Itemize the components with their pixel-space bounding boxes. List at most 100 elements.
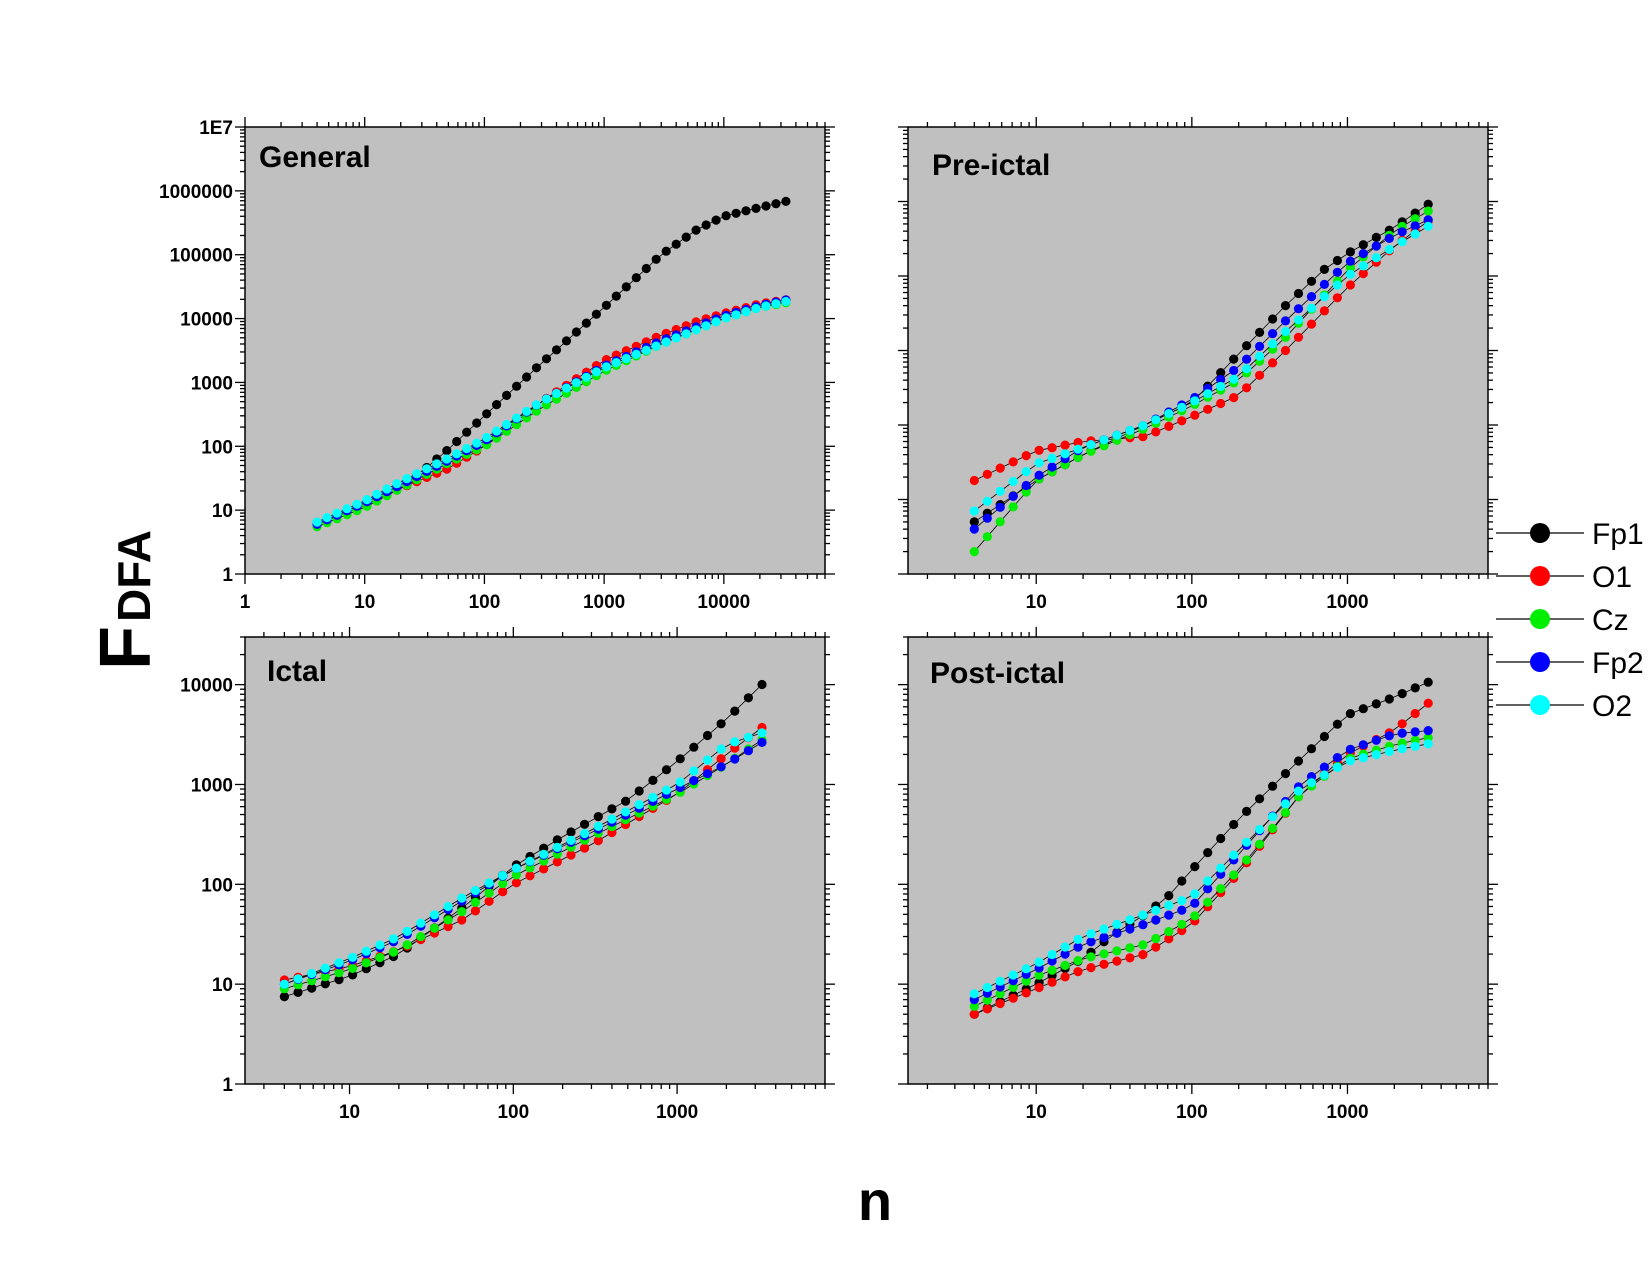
data-point bbox=[1190, 396, 1200, 406]
data-point bbox=[1280, 301, 1291, 311]
panel-title: General bbox=[259, 141, 371, 174]
data-point bbox=[982, 1004, 992, 1014]
data-point bbox=[1345, 756, 1355, 766]
data-point bbox=[701, 220, 711, 230]
data-point bbox=[969, 1001, 979, 1011]
series-o2 bbox=[312, 296, 791, 527]
data-point bbox=[1410, 727, 1420, 737]
y-tick-label: 100 bbox=[201, 437, 233, 458]
data-point bbox=[1293, 304, 1304, 314]
data-point bbox=[1047, 443, 1057, 453]
data-point bbox=[1047, 977, 1057, 987]
data-point bbox=[757, 679, 767, 690]
data-point bbox=[671, 333, 681, 343]
data-point bbox=[1319, 279, 1329, 289]
data-point bbox=[492, 400, 502, 410]
data-point bbox=[702, 755, 713, 765]
data-point bbox=[1125, 924, 1135, 934]
data-point bbox=[484, 888, 494, 898]
data-point bbox=[502, 390, 512, 400]
data-point bbox=[731, 208, 741, 218]
data-point bbox=[1423, 206, 1433, 216]
data-point bbox=[1203, 897, 1213, 907]
data-point bbox=[1099, 924, 1109, 934]
data-point bbox=[1410, 708, 1420, 719]
data-point bbox=[541, 394, 552, 404]
data-point bbox=[648, 775, 658, 786]
data-point bbox=[982, 513, 992, 523]
data-point bbox=[1332, 267, 1342, 277]
y-tick-label: 1E7 bbox=[199, 118, 233, 139]
x-tick-label: 10 bbox=[354, 592, 375, 613]
data-point bbox=[1164, 934, 1174, 944]
plot-area bbox=[907, 126, 1489, 575]
data-point bbox=[1229, 819, 1239, 830]
data-point bbox=[1358, 261, 1368, 271]
y-tick-label: 100000 bbox=[170, 246, 233, 267]
data-point bbox=[751, 303, 761, 314]
data-point bbox=[388, 947, 399, 957]
data-point bbox=[1034, 445, 1044, 455]
data-point bbox=[470, 885, 480, 896]
data-point bbox=[1073, 967, 1083, 977]
data-point bbox=[1371, 699, 1381, 709]
legend-label: Fp2 bbox=[1592, 647, 1644, 680]
y-tick-label: 100 bbox=[201, 875, 233, 896]
data-point bbox=[1229, 850, 1239, 860]
data-point bbox=[1073, 942, 1083, 952]
data-point bbox=[470, 897, 480, 908]
series-o2 bbox=[969, 739, 1433, 999]
data-point bbox=[372, 489, 382, 499]
data-point bbox=[1332, 762, 1342, 773]
data-point bbox=[1345, 247, 1355, 257]
data-point bbox=[601, 362, 612, 372]
data-point bbox=[781, 196, 791, 206]
data-point bbox=[452, 449, 462, 459]
data-point bbox=[675, 777, 685, 787]
data-point bbox=[1229, 870, 1239, 880]
legend-item-cz: Cz bbox=[1496, 604, 1629, 637]
data-point bbox=[743, 746, 754, 756]
data-point bbox=[611, 358, 621, 368]
data-point bbox=[591, 309, 602, 319]
series-o2 bbox=[969, 221, 1433, 516]
data-point bbox=[511, 863, 521, 873]
data-point bbox=[1371, 232, 1381, 242]
data-point bbox=[1216, 833, 1226, 844]
data-point bbox=[511, 878, 521, 888]
data-point bbox=[539, 849, 549, 859]
data-point bbox=[1242, 383, 1252, 393]
data-point bbox=[1203, 848, 1213, 858]
data-point bbox=[969, 547, 979, 557]
data-point bbox=[498, 887, 508, 897]
data-point bbox=[1073, 934, 1083, 945]
x-axis: 10 100 1000 bbox=[263, 627, 826, 1123]
data-point bbox=[681, 232, 691, 242]
data-point bbox=[531, 363, 542, 373]
x-axis-title: n bbox=[858, 1169, 892, 1232]
data-point bbox=[1255, 327, 1265, 337]
series-o1 bbox=[969, 698, 1433, 1019]
data-point bbox=[1423, 698, 1433, 708]
data-point bbox=[689, 742, 699, 752]
data-point bbox=[1008, 491, 1018, 501]
data-point bbox=[1086, 963, 1096, 973]
data-point bbox=[1190, 911, 1200, 921]
data-point bbox=[1242, 837, 1252, 847]
data-point bbox=[1047, 453, 1057, 463]
data-point bbox=[1268, 329, 1278, 339]
data-point bbox=[1410, 214, 1420, 224]
data-point bbox=[1345, 709, 1355, 719]
data-point bbox=[432, 459, 442, 469]
data-point bbox=[482, 409, 492, 419]
data-point bbox=[522, 406, 532, 416]
data-point bbox=[1021, 976, 1031, 986]
data-point bbox=[472, 418, 482, 428]
data-point bbox=[691, 325, 701, 335]
data-point bbox=[969, 989, 979, 999]
data-point bbox=[631, 273, 641, 283]
data-point bbox=[1008, 982, 1018, 993]
data-point bbox=[279, 992, 289, 1002]
panel-title: Post-ictal bbox=[930, 657, 1065, 690]
data-point bbox=[1021, 487, 1031, 497]
